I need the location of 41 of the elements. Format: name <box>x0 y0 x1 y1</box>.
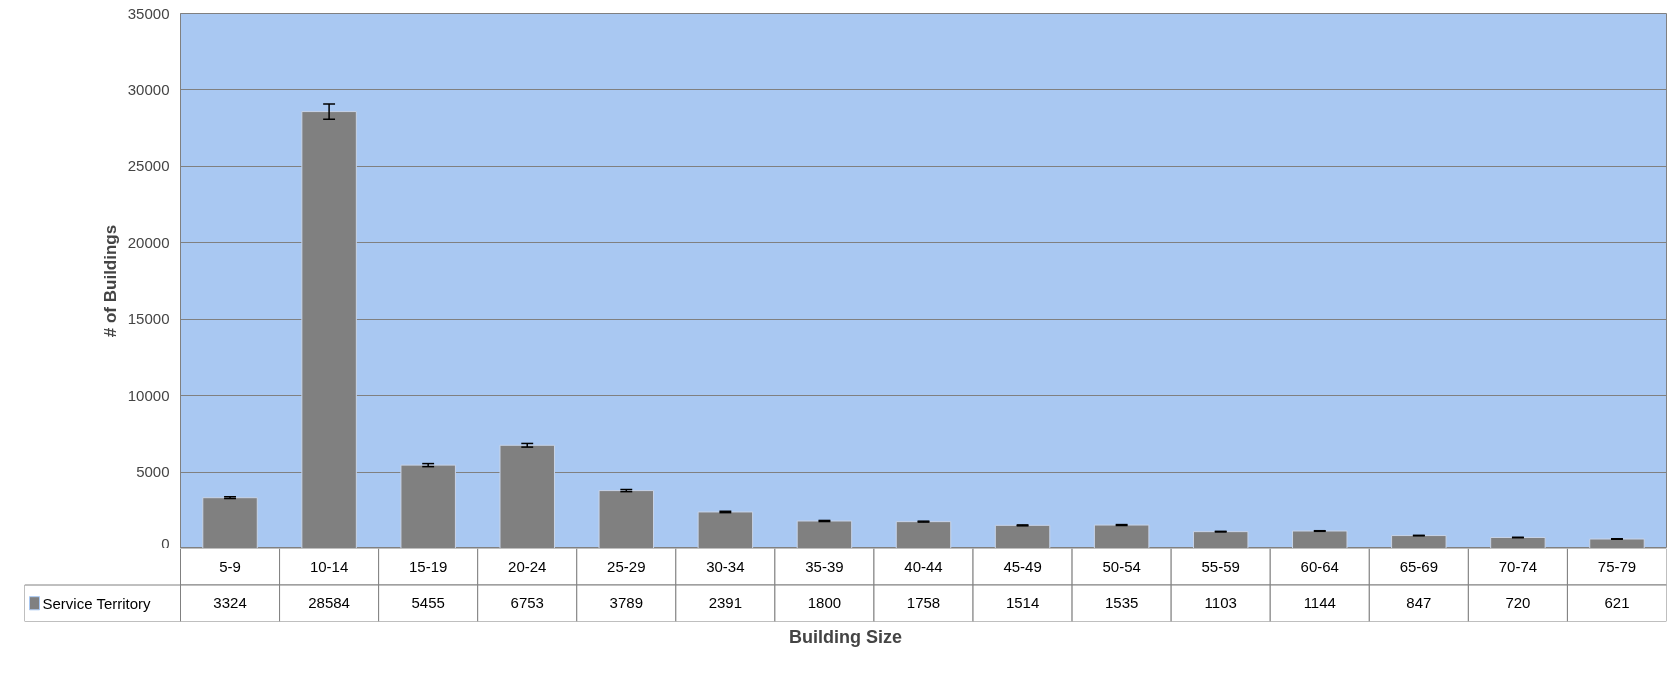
x-tick-label: 5-9 <box>219 557 241 575</box>
y-tick-label: 25000 <box>127 157 170 175</box>
y-tick-label: 30000 <box>127 80 170 98</box>
x-tick-label: 25-29 <box>607 557 646 575</box>
data-label: 3324 <box>213 594 247 612</box>
x-tick-label: 60-64 <box>1300 557 1339 575</box>
data-label: 6753 <box>510 594 544 612</box>
x-tick-label: 55-59 <box>1201 557 1240 575</box>
x-axis-title: Building Size <box>789 626 903 647</box>
x-tick-label: 15-19 <box>408 557 448 575</box>
y-tick-label: 10000 <box>127 386 170 404</box>
data-label: 1103 <box>1204 594 1237 612</box>
x-tick-label: 50-54 <box>1102 557 1141 575</box>
x-tick-label: 40-44 <box>904 557 943 575</box>
y-tick-label: 5000 <box>136 463 170 481</box>
x-tick-label: 45-49 <box>1003 557 1042 575</box>
x-tick-label: 65-69 <box>1399 557 1439 575</box>
data-label: 5455 <box>411 594 445 612</box>
y-tick-label: 35000 <box>127 4 170 22</box>
data-label: 2391 <box>708 594 743 612</box>
data-label: 1535 <box>1104 594 1139 612</box>
y-tick-label: 20000 <box>127 233 170 251</box>
legend-label: Service Territory <box>42 594 152 612</box>
x-tick-label: 10-14 <box>309 557 349 575</box>
y-tick-label: 15000 <box>127 310 170 328</box>
data-label: 1514 <box>1005 594 1040 612</box>
y-tick-label: 0 <box>161 534 170 552</box>
y-axis-title: # of Buildings <box>100 224 120 338</box>
data-label: 720 <box>1505 594 1531 612</box>
data-label: 28584 <box>308 594 350 612</box>
data-label: 3789 <box>609 594 643 612</box>
data-label: 1800 <box>807 594 842 612</box>
data-label: 621 <box>1604 594 1630 612</box>
x-tick-label: 30-34 <box>706 557 745 575</box>
data-label: 1144 <box>1303 594 1336 612</box>
x-tick-label: 20-24 <box>508 557 547 575</box>
data-label: 847 <box>1406 594 1432 612</box>
data-label: 1758 <box>906 594 941 612</box>
x-tick-label: 75-79 <box>1597 557 1637 575</box>
x-tick-label: 70-74 <box>1498 557 1538 575</box>
x-tick-label: 35-39 <box>805 557 844 575</box>
